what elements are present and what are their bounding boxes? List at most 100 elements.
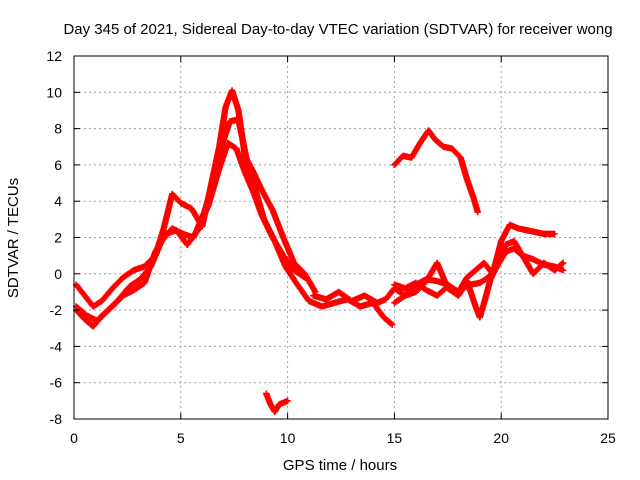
data-point	[132, 288, 136, 292]
series-markers	[391, 127, 481, 216]
data-point	[482, 261, 486, 265]
x-tick-label: 0	[70, 430, 78, 446]
data-point	[74, 305, 78, 308]
data-point	[286, 399, 289, 403]
data-point	[190, 207, 193, 210]
data-point	[534, 230, 537, 234]
data-point	[553, 232, 556, 236]
data-point	[410, 156, 413, 159]
y-tick-label: 10	[46, 84, 62, 100]
data-point	[192, 236, 195, 239]
data-point	[273, 410, 276, 413]
data-point	[220, 145, 223, 148]
data-point	[561, 268, 565, 272]
series-markers	[72, 87, 319, 310]
data-point	[83, 317, 86, 321]
data-point	[74, 283, 78, 286]
data-point	[435, 279, 439, 283]
y-tick-label: -2	[50, 302, 63, 318]
y-tick-label: 4	[54, 193, 62, 209]
data-point	[542, 261, 546, 265]
data-point	[525, 229, 529, 232]
data-point	[100, 299, 103, 303]
data-point	[235, 147, 238, 150]
data-point	[85, 314, 89, 317]
data-point	[211, 181, 215, 185]
series-track-8	[263, 390, 291, 415]
data-point	[284, 265, 287, 268]
y-tick-label: -6	[50, 375, 63, 391]
data-point	[442, 145, 445, 148]
data-point	[186, 243, 189, 246]
chart-title: Day 345 of 2021, Sidereal Day-to-day VTE…	[63, 21, 612, 38]
data-point	[262, 218, 266, 221]
data-point	[403, 287, 407, 290]
data-point	[303, 276, 306, 279]
data-point	[282, 401, 285, 404]
data-point	[393, 163, 396, 167]
data-point	[254, 189, 257, 192]
data-point	[243, 170, 247, 174]
data-point	[465, 276, 469, 279]
data-point	[482, 301, 486, 305]
data-point	[121, 276, 125, 279]
data-point	[226, 141, 229, 145]
x-tick-label: 5	[177, 430, 185, 446]
data-point	[363, 294, 366, 297]
data-point	[512, 239, 516, 243]
data-point	[478, 281, 482, 285]
data-point	[117, 298, 121, 301]
data-point	[143, 281, 146, 285]
data-point	[491, 272, 494, 275]
data-point	[504, 250, 507, 254]
data-point	[472, 196, 475, 199]
data-point	[433, 138, 437, 141]
axis-ticks: 0 5 10 15 20 25 -8 -6 -4 -2 0 2 4 6 8 10 12	[46, 48, 616, 446]
x-tick-label: 20	[493, 430, 509, 446]
data-point	[277, 403, 281, 406]
series-track-7	[391, 127, 481, 216]
data-point	[474, 305, 477, 308]
data-point	[149, 265, 153, 268]
x-tick-label: 10	[280, 430, 296, 446]
data-point	[517, 227, 520, 230]
data-point	[435, 294, 439, 297]
data-point	[427, 129, 430, 132]
data-point	[294, 281, 298, 285]
data-point	[350, 299, 353, 303]
data-point	[162, 227, 165, 230]
data-point	[132, 268, 136, 272]
data-point	[83, 294, 86, 297]
data-point	[160, 239, 163, 243]
data-point	[512, 247, 516, 250]
data-point	[273, 239, 276, 243]
data-point	[128, 285, 131, 288]
y-tick-label: 0	[54, 266, 62, 282]
data-point	[179, 201, 182, 205]
series-track-3	[72, 116, 396, 328]
data-point	[382, 316, 385, 319]
y-tick-label: 8	[54, 121, 62, 137]
data-point	[532, 258, 535, 261]
data-point	[500, 239, 503, 243]
data-point	[476, 210, 479, 214]
data-point	[425, 288, 428, 292]
data-point	[292, 261, 296, 265]
data-point	[282, 236, 285, 239]
data-point	[553, 268, 556, 272]
data-point	[504, 243, 507, 246]
data-point	[465, 178, 469, 181]
y-tick-label: 2	[54, 230, 62, 246]
y-axis-label: SDTVAR / TECUs	[5, 178, 22, 298]
data-point	[92, 305, 95, 308]
data-point	[457, 290, 460, 294]
grid	[74, 56, 608, 419]
series-track-6	[391, 221, 558, 299]
data-point	[561, 261, 565, 265]
data-point	[508, 223, 511, 226]
data-point	[245, 160, 249, 163]
data-point	[401, 154, 405, 158]
data-point	[260, 189, 264, 192]
data-point	[333, 301, 336, 305]
